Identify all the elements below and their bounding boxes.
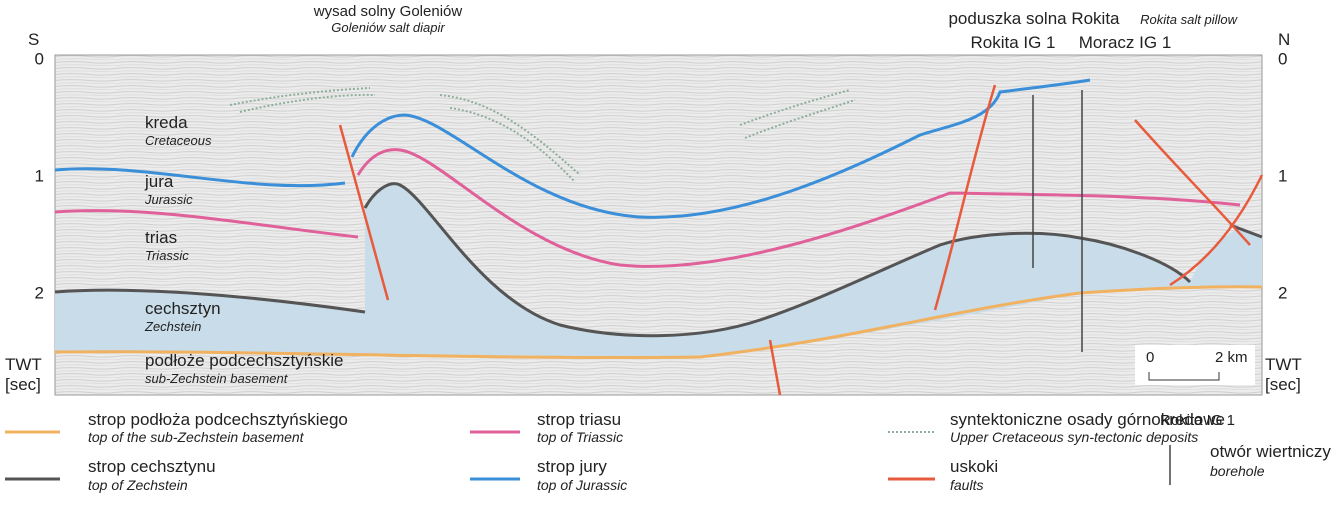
legend-label: top of Jurassic bbox=[537, 477, 627, 493]
layer-name: podłoże podcechsztyńskie bbox=[145, 351, 343, 370]
annotation: poduszka solna Rokita bbox=[948, 9, 1120, 28]
direction: N bbox=[1278, 30, 1290, 49]
legend-label: Upper Cretaceous syn-tectonic deposits bbox=[950, 429, 1198, 445]
legend-label: top of Triassic bbox=[537, 429, 623, 445]
axis-unit: TWT bbox=[5, 355, 42, 374]
legend-label: strop triasu bbox=[537, 410, 621, 429]
legend: strop podłoża podcechsztyńskiego top of … bbox=[5, 410, 1331, 493]
annotation: wysad solny Goleniów bbox=[313, 3, 463, 20]
annotation: Goleniów salt diapir bbox=[331, 20, 445, 35]
y-tick-label: 2 bbox=[1278, 283, 1287, 302]
annotation: Rokita salt pillow bbox=[1140, 12, 1238, 27]
y-tick-label: 1 bbox=[35, 166, 44, 185]
layer-name: jura bbox=[144, 172, 174, 191]
axis-unit: TWT bbox=[1265, 355, 1302, 374]
y-tick-label: 0 bbox=[1278, 49, 1287, 68]
layer-name: Jurassic bbox=[144, 192, 193, 207]
y-tick-label: 1 bbox=[1278, 166, 1287, 185]
axis-unit: [sec] bbox=[1265, 375, 1301, 394]
legend-label: strop podłoża podcechsztyńskiego bbox=[88, 410, 348, 429]
scale-label: 2 km bbox=[1215, 349, 1248, 366]
well-label: Moracz IG 1 bbox=[1079, 33, 1172, 52]
legend-label: top of Zechstein bbox=[88, 477, 188, 493]
layer-name: kreda bbox=[145, 113, 188, 132]
y-tick-label: 2 bbox=[35, 283, 44, 302]
well-label: Rokita IG 1 bbox=[970, 33, 1055, 52]
axis-unit: [sec] bbox=[5, 375, 41, 394]
scale-label: 0 bbox=[1146, 349, 1154, 366]
section: 0 2 km bbox=[55, 55, 1262, 395]
section-diagram: 0 2 km S N wysad solny Goleniów Goleniów… bbox=[0, 0, 1332, 501]
layer-name: trias bbox=[145, 228, 177, 247]
layer-name: cechsztyn bbox=[145, 299, 221, 318]
direction: S bbox=[28, 30, 39, 49]
legend-label: otwór wiertniczy bbox=[1210, 442, 1331, 461]
y-tick-label: 0 bbox=[35, 49, 44, 68]
legend-label: Rokita IG 1 bbox=[1160, 412, 1235, 429]
legend-label: borehole bbox=[1210, 463, 1265, 479]
legend-label: top of the sub-Zechstein basement bbox=[88, 429, 305, 445]
layer-name: Triassic bbox=[145, 248, 189, 263]
legend-label: strop jury bbox=[537, 457, 607, 476]
layer-name: Zechstein bbox=[144, 319, 201, 334]
layer-name: Cretaceous bbox=[145, 133, 212, 148]
legend-label: faults bbox=[950, 477, 983, 493]
layer-name: sub-Zechstein basement bbox=[145, 371, 289, 386]
legend-label: strop cechsztynu bbox=[88, 457, 216, 476]
legend-label: uskoki bbox=[950, 457, 998, 476]
